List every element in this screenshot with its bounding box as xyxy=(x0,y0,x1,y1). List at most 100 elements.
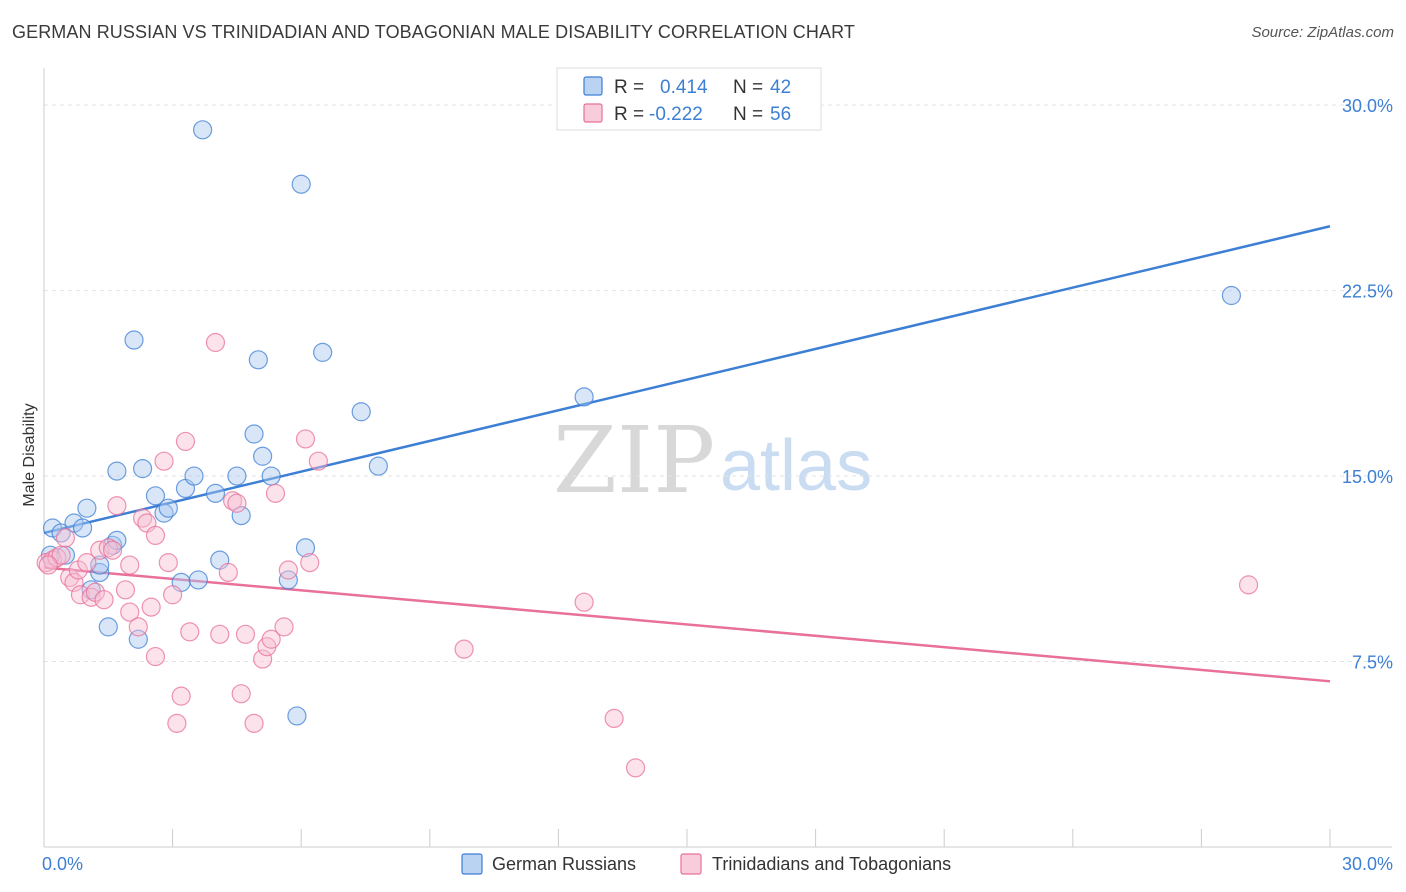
point-trinidadians xyxy=(205,332,226,353)
x-tick-label: 30.0% xyxy=(1342,854,1393,874)
data-points xyxy=(36,120,1259,778)
point-trinidadians xyxy=(154,451,174,471)
chart-source: Source: ZipAtlas.com xyxy=(1251,24,1394,41)
point-german-russians xyxy=(72,518,93,538)
point-trinidadians xyxy=(244,713,264,733)
point-trinidadians xyxy=(120,555,140,575)
point-german-russians xyxy=(184,466,204,486)
point-trinidadians xyxy=(55,528,76,548)
stats-legend: R = 0.414 N = 42 R = -0.222 N = 56 xyxy=(556,67,822,131)
point-german-russians xyxy=(248,350,268,370)
legend-n-value-1: 42 xyxy=(770,77,791,98)
point-german-russians xyxy=(261,466,281,486)
point-german-russians xyxy=(295,538,316,558)
series-legend-german-russians: German Russians xyxy=(492,854,636,874)
y-tick-labels: 7.5% 15.0% 22.5% 30.0% xyxy=(1342,96,1393,672)
point-trinidadians xyxy=(235,624,256,644)
point-trinidadians xyxy=(167,713,187,733)
legend-n-label-2: N = xyxy=(733,104,763,125)
trend-lines xyxy=(43,225,1331,683)
series-legend-trinidadians: Trinidadians and Tobagonians xyxy=(712,854,951,874)
point-trinidadians xyxy=(158,553,178,573)
point-trinidadians xyxy=(574,592,594,612)
point-german-russians xyxy=(291,174,311,194)
point-trinidadians xyxy=(145,646,166,667)
point-german-russians xyxy=(98,617,118,637)
y-tick-label: 22.5% xyxy=(1342,282,1393,302)
legend-swatch-trinidadians xyxy=(583,103,603,123)
point-trinidadians xyxy=(253,649,273,669)
y-tick-label: 7.5% xyxy=(1352,653,1393,673)
point-german-russians xyxy=(158,498,178,518)
point-trinidadians xyxy=(128,617,148,637)
point-trinidadians xyxy=(1238,575,1259,595)
watermark-zip: ZIP xyxy=(553,407,715,514)
grid-lines xyxy=(44,104,1392,663)
point-german-russians xyxy=(124,330,144,350)
point-trinidadians xyxy=(38,555,58,575)
legend-r-value-2: -0.222 xyxy=(649,104,703,125)
point-trinidadians xyxy=(171,686,191,706)
point-trinidadians xyxy=(94,590,114,610)
point-german-russians xyxy=(351,402,371,422)
point-trinidadians xyxy=(145,525,166,546)
axes xyxy=(43,68,1392,848)
point-trinidadians xyxy=(115,580,136,600)
x-tick-labels: 0.0% 30.0% xyxy=(42,854,1393,874)
point-trinidadians xyxy=(120,602,140,622)
point-trinidadians xyxy=(261,629,281,649)
y-axis-label: Male Disability xyxy=(21,403,38,506)
point-trinidadians xyxy=(64,572,84,592)
series-legend-swatch-german-russians xyxy=(461,853,483,875)
point-german-russians xyxy=(227,466,247,486)
point-german-russians xyxy=(193,120,213,140)
point-german-russians xyxy=(77,498,97,518)
watermark-atlas: atlas xyxy=(720,426,872,506)
point-trinidadians xyxy=(218,562,238,583)
point-trinidadians xyxy=(265,483,286,503)
point-german-russians xyxy=(132,459,153,479)
legend-swatch-german-russians xyxy=(583,76,603,96)
point-german-russians xyxy=(287,706,307,726)
chart-title: GERMAN RUSSIAN VS TRINIDADIAN AND TOBAGO… xyxy=(12,22,855,42)
point-german-russians xyxy=(368,456,388,476)
point-german-russians xyxy=(188,570,208,590)
legend-r-label-1: R = xyxy=(614,77,644,98)
series-legend-swatch-trinidadians xyxy=(680,853,702,875)
point-german-russians xyxy=(1221,285,1242,306)
watermark: ZIP atlas xyxy=(553,407,872,514)
point-german-russians xyxy=(253,446,273,466)
point-trinidadians xyxy=(175,431,196,452)
y-tick-label: 15.0% xyxy=(1342,467,1393,487)
point-trinidadians xyxy=(210,624,230,644)
point-german-russians xyxy=(278,570,298,590)
point-trinidadians xyxy=(180,622,200,642)
x-tick-label: 0.0% xyxy=(42,854,83,874)
y-tick-label: 30.0% xyxy=(1342,96,1393,116)
point-trinidadians xyxy=(107,496,127,516)
point-german-russians xyxy=(90,562,110,583)
point-german-russians xyxy=(107,461,127,481)
trend-line-german-russians xyxy=(43,225,1331,535)
legend-r-label-2: R = xyxy=(614,104,644,125)
point-trinidadians xyxy=(308,451,328,471)
point-german-russians xyxy=(145,486,166,506)
point-trinidadians xyxy=(604,708,624,729)
point-trinidadians xyxy=(454,639,474,659)
point-trinidadians xyxy=(77,553,97,573)
point-trinidadians xyxy=(278,560,298,580)
point-german-russians xyxy=(231,506,251,526)
point-trinidadians xyxy=(227,493,247,513)
point-trinidadians xyxy=(295,429,316,449)
point-german-russians xyxy=(313,342,333,362)
point-trinidadians xyxy=(102,540,123,560)
point-trinidadians xyxy=(231,684,251,704)
legend-r-value-1: 0.414 xyxy=(660,77,708,98)
point-trinidadians xyxy=(300,553,320,573)
point-trinidadians xyxy=(141,597,161,617)
series-legend: German Russians Trinidadians and Tobagon… xyxy=(461,853,951,875)
point-german-russians xyxy=(244,424,264,444)
trend-line-trinidadians xyxy=(43,566,1331,683)
point-trinidadians xyxy=(274,617,294,637)
